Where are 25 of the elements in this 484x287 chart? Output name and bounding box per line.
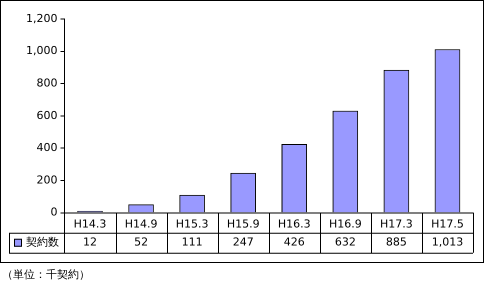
x-tick-label: H14.3 xyxy=(74,217,106,230)
x-tick-label: H16.3 xyxy=(278,217,311,230)
x-tick-label: H17.3 xyxy=(380,217,413,230)
y-tick-label: 200 xyxy=(36,173,58,186)
data-label: 632 xyxy=(334,236,356,249)
legend-label: 契約数 xyxy=(26,236,59,249)
data-label: 247 xyxy=(232,236,254,249)
x-tick-label: H17.5 xyxy=(431,217,464,230)
y-tick-label: 1,200 xyxy=(26,12,58,25)
data-label: 426 xyxy=(284,236,305,249)
y-tick-label: 800 xyxy=(36,76,58,90)
data-label: 1,013 xyxy=(432,236,464,249)
x-tick-label: H16.9 xyxy=(328,217,362,230)
x-tick-label: H15.9 xyxy=(226,217,260,230)
text: （単位：千契約） xyxy=(2,267,91,282)
data-label: 885 xyxy=(386,236,407,249)
data-label: 12 xyxy=(83,236,98,249)
y-tick-label: 400 xyxy=(36,141,58,154)
y-tick-label: 0 xyxy=(50,206,58,219)
data-label: 52 xyxy=(134,236,148,249)
y-tick-label: 1,000 xyxy=(26,44,58,58)
x-tick-label: H14.9 xyxy=(124,217,158,230)
x-tick-label: H15.3 xyxy=(176,217,209,230)
y-tick-label: 600 xyxy=(36,108,58,122)
data-label: 111 xyxy=(182,236,203,249)
